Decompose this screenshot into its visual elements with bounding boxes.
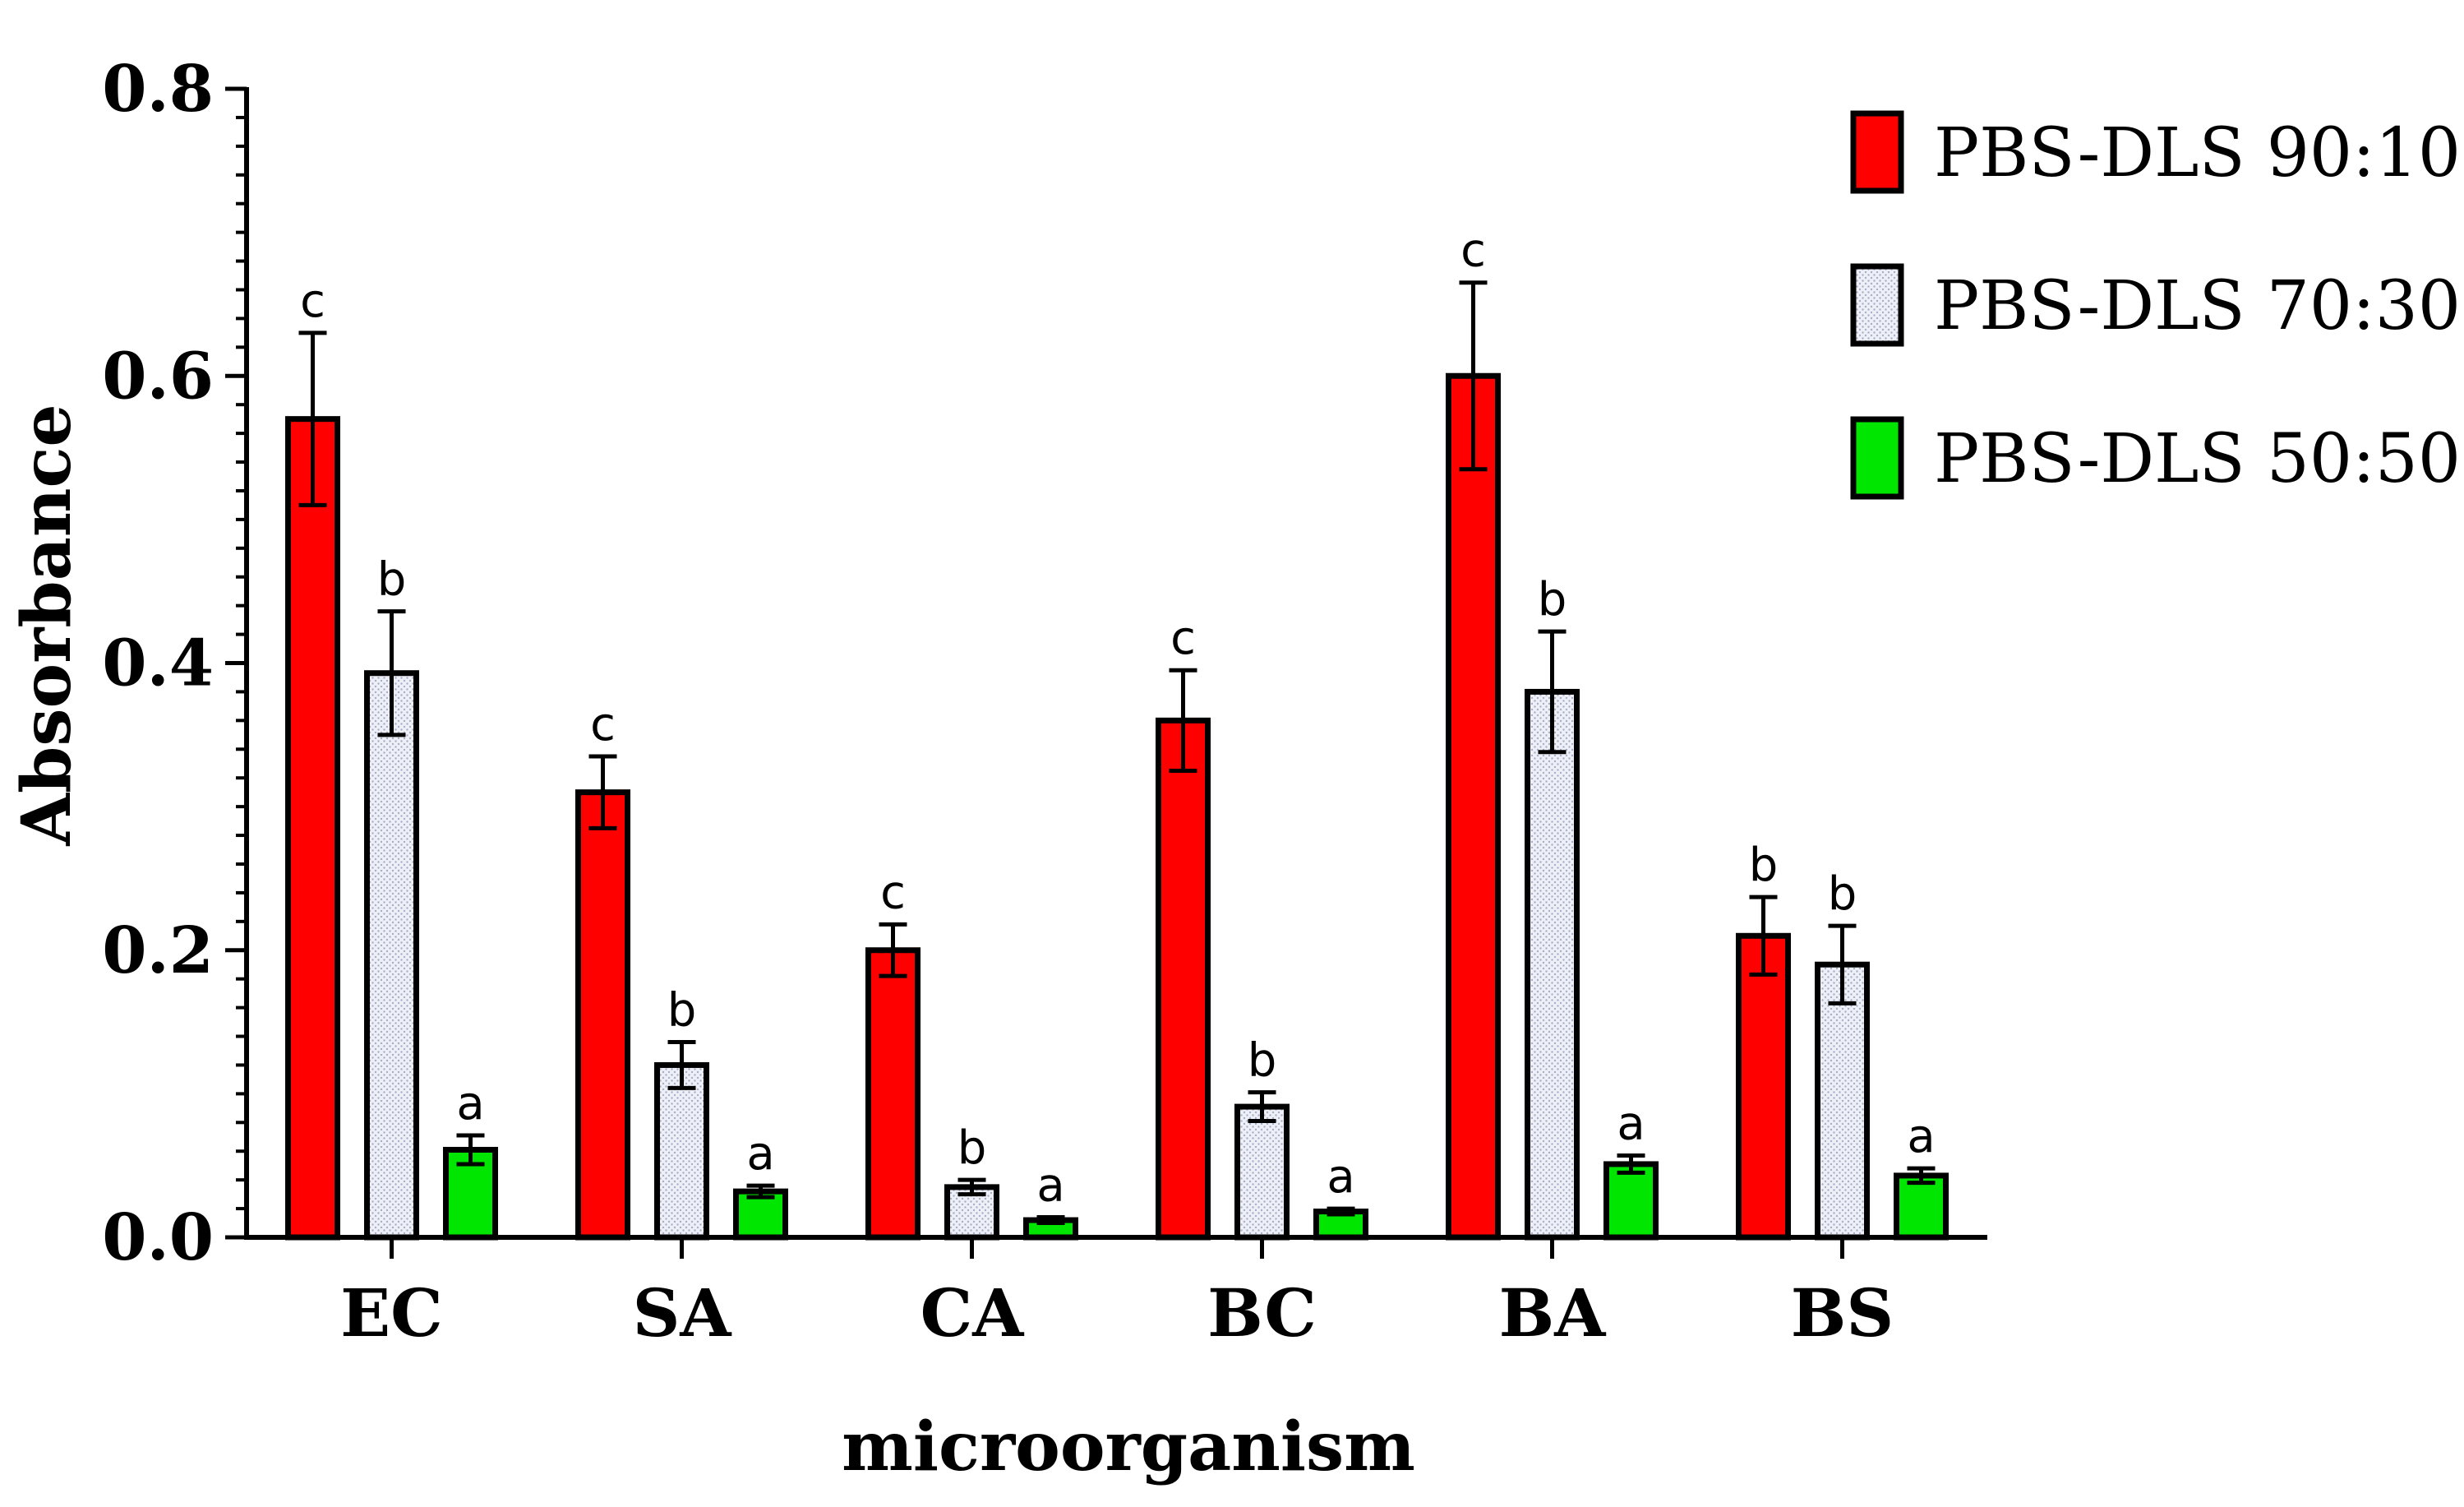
significance-label: b (957, 1121, 987, 1175)
bar-ec-series-1 (285, 416, 340, 1241)
significance-label: b (377, 553, 407, 607)
bar-bs-series-2 (1815, 961, 1870, 1241)
axes (244, 87, 1987, 1240)
significance-label: a (1327, 1150, 1354, 1204)
significance-label: b (1749, 839, 1779, 892)
y-tick-label: 0.6 (102, 339, 214, 414)
significance-label: a (1907, 1110, 1935, 1163)
significance-label: b (1828, 867, 1857, 921)
significance-label: a (1036, 1159, 1064, 1213)
legend-label-3: PBS-DLS 50:50 (1934, 420, 2461, 498)
bar-ec-series-2 (364, 670, 419, 1241)
x-tick-label: CA (921, 1274, 1025, 1352)
significance-label: b (1248, 1034, 1277, 1088)
legend-label-1: PBS-DLS 90:10 (1934, 114, 2461, 192)
bar-bs-series-3 (1894, 1172, 1949, 1241)
bar-bc-series-1 (1156, 717, 1211, 1241)
bar-ba-series-1 (1446, 372, 1501, 1241)
bar-bs-series-1 (1736, 932, 1791, 1241)
y-tick-label: 0.4 (102, 626, 214, 701)
bar-sa-series-2 (654, 1061, 709, 1241)
significance-label: c (880, 866, 906, 919)
significance-label: c (300, 275, 325, 328)
error-bars (298, 280, 1936, 1226)
significance-label: a (1617, 1097, 1645, 1150)
x-axis-label: microorganism (842, 1408, 1415, 1486)
significance-label: c (1460, 224, 1486, 278)
bars (285, 372, 1949, 1241)
significance-label: c (1170, 612, 1196, 665)
x-category-labels: EC SA CA BC BA BS (340, 1274, 1894, 1352)
x-tick-label: EC (340, 1274, 443, 1352)
bar-ca-series-1 (865, 947, 921, 1241)
bar-ba-series-3 (1603, 1161, 1659, 1241)
y-axis-label: Absorbance (7, 404, 86, 846)
x-tick-label: BS (1791, 1274, 1894, 1352)
significance-label: a (456, 1077, 484, 1130)
y-tick-label: 0.2 (102, 913, 214, 988)
legend-swatch-3 (1850, 416, 1904, 500)
legend-label-2: PBS-DLS 70:30 (1934, 267, 2461, 345)
bar-ba-series-2 (1525, 688, 1580, 1241)
legend: PBS-DLS 90:10 PBS-DLS 70:30 PBS-DLS 50:50 (1850, 110, 2461, 500)
legend-swatch-2 (1850, 263, 1904, 347)
bar-bc-series-2 (1234, 1103, 1290, 1241)
y-tick-label: 0.0 (102, 1200, 214, 1275)
legend-swatch-1 (1850, 110, 1904, 194)
significance-label: c (590, 698, 616, 751)
significance-label: b (1538, 573, 1567, 626)
significance-label: b (667, 984, 697, 1038)
y-ticks: 0.0 0.2 0.4 0.6 0.8 (102, 52, 1844, 1275)
y-tick-label: 0.8 (102, 52, 214, 127)
bar-sa-series-1 (575, 789, 630, 1241)
x-tick-label: BC (1207, 1274, 1317, 1352)
x-tick-label: BA (1499, 1274, 1607, 1352)
significance-label: a (746, 1127, 774, 1181)
x-tick-label: SA (633, 1274, 732, 1352)
